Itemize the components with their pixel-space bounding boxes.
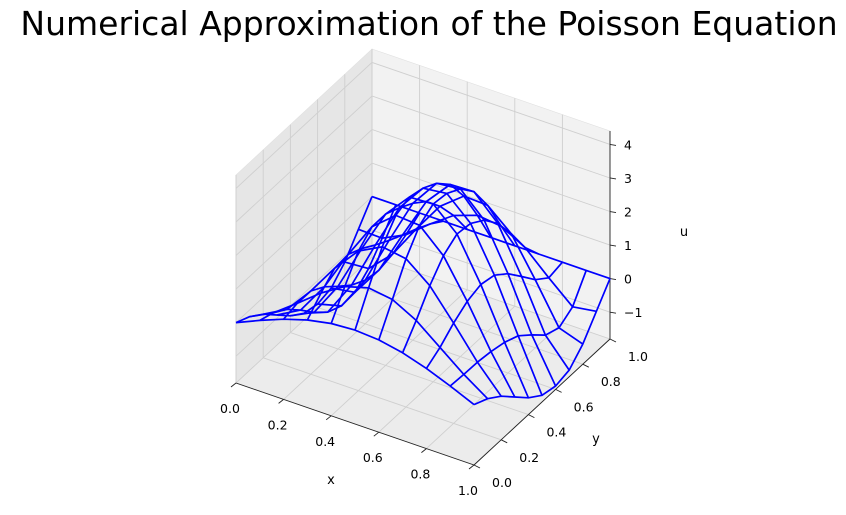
wire-column <box>425 261 564 369</box>
x-tick-mark <box>278 399 284 404</box>
z-tick-label: 0 <box>624 272 632 287</box>
gridline-y <box>262 149 502 441</box>
x-tick-mark <box>421 448 427 453</box>
z-tick-mark <box>609 278 617 281</box>
y-tick-mark <box>609 338 617 343</box>
z-tick-mark <box>609 143 617 146</box>
z-tick-mark <box>609 244 617 247</box>
tick-labels: 0.0 0.2 0.4 0.6 0.8 1.0 0.0 0.2 0.4 0.6 0.8 1.0 −1 0 1… <box>220 137 648 498</box>
axes-lines <box>230 131 617 470</box>
y-tick-mark <box>555 388 562 393</box>
gridline-y <box>371 49 611 340</box>
y-tick-label: 0.8 <box>601 374 621 389</box>
wire-column <box>235 196 373 324</box>
y-tick-mark <box>528 414 535 419</box>
wire-column <box>377 188 516 341</box>
y-tick-mark <box>500 439 508 444</box>
y-axis-label: y <box>592 432 600 447</box>
wire-column <box>449 270 587 387</box>
x-tick-label: 0.8 <box>410 467 430 482</box>
y-tick-label: 0.2 <box>519 450 539 465</box>
y-tick-label: 0.6 <box>574 399 594 414</box>
y-axis-line <box>473 338 611 466</box>
z-tick-label: −1 <box>624 305 642 320</box>
x-tick-mark <box>468 464 475 470</box>
x-tick-mark <box>325 415 332 421</box>
x-tick-label: 0.0 <box>220 401 240 416</box>
wire-column <box>282 212 421 320</box>
y-tick-label: 1.0 <box>628 349 648 364</box>
gridline-z <box>235 128 611 256</box>
y-tick-label: 0.0 <box>492 475 512 490</box>
x-tick-mark <box>373 431 380 437</box>
gridline-z <box>235 95 611 223</box>
gridline-z <box>235 162 611 290</box>
gridline-y <box>289 124 529 416</box>
x-tick-label: 1.0 <box>458 483 478 498</box>
z-tick-label: 2 <box>624 205 632 220</box>
y-tick-mark <box>473 464 481 469</box>
x-tick-mark <box>230 382 237 388</box>
x-tick-label: 0.2 <box>268 417 288 432</box>
z-tick-label: 1 <box>624 238 632 253</box>
z-tick-label: 3 <box>624 171 632 186</box>
z-tick-mark <box>609 311 617 314</box>
z-tick-mark <box>609 177 617 180</box>
z-axis-label: u <box>680 225 688 240</box>
wire-column <box>330 200 468 324</box>
wire-column <box>306 220 444 321</box>
wire-column <box>473 278 611 406</box>
wire-column <box>259 204 397 322</box>
gridline-y <box>344 74 583 365</box>
x-axis-line <box>235 382 475 466</box>
x-tick-label: 0.6 <box>363 450 383 465</box>
y-tick-label: 0.4 <box>546 425 566 440</box>
x-tick-label: 0.4 <box>315 434 335 449</box>
wire-column <box>401 219 539 354</box>
x-axis-label: x <box>327 473 335 488</box>
chart-title: Numerical Approximation of the Poisson E… <box>20 4 837 43</box>
z-tick-mark <box>609 211 617 213</box>
y-tick-mark <box>582 363 590 368</box>
z-tick-label: 4 <box>624 137 632 152</box>
wire-column <box>354 182 492 331</box>
wireframe-surface <box>235 182 611 406</box>
gridline-z <box>235 61 611 189</box>
